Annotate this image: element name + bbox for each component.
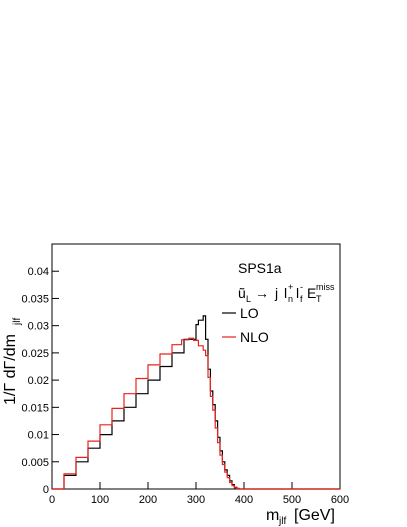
y-tick-label: 0.035	[21, 293, 49, 305]
legend-label-lo: LO	[240, 305, 259, 321]
process-squark: ũ	[238, 285, 246, 301]
x-axis-title-main: m	[266, 507, 279, 524]
y-axis-title: 1/Γ dΓ/dm jlf	[2, 318, 23, 405]
x-tick-label: 400	[235, 494, 253, 506]
process-jet: j	[274, 285, 278, 301]
process-ln-sup: +	[288, 282, 293, 292]
process-arrow: →	[255, 285, 269, 301]
y-tick-label: 0.005	[21, 457, 49, 469]
process-lf-sup: -	[300, 282, 303, 292]
y-tick-label: 0.02	[28, 375, 49, 387]
series-line-lo	[52, 315, 340, 490]
y-axis-title-sub: jlf	[12, 318, 23, 326]
x-axis-ticks: 0 100 200 300 400 500 600	[49, 482, 349, 506]
process-squark-sub: L	[246, 294, 251, 304]
process-et-sup: miss	[316, 282, 335, 292]
scenario-label: SPS1a	[238, 260, 282, 276]
y-tick-label: 0.04	[28, 266, 49, 278]
x-tick-label: 100	[91, 494, 109, 506]
x-axis-title: m jlf [GeV]	[266, 507, 335, 527]
legend-label-nlo: NLO	[240, 329, 269, 345]
plot-frame	[51, 243, 341, 490]
x-axis-title-unit: [GeV]	[294, 507, 335, 524]
x-tick-label: 600	[331, 494, 349, 506]
x-tick-label: 300	[187, 494, 205, 506]
process-et-sub: T	[316, 294, 322, 304]
y-tick-label: 0	[43, 484, 49, 496]
process-ln-sub: n	[288, 294, 293, 304]
y-tick-label: 0.03	[28, 321, 49, 333]
x-axis-title-sub: jlf	[278, 516, 286, 527]
y-tick-label: 0.025	[21, 348, 49, 360]
y-tick-label: 0.01	[28, 430, 49, 442]
x-tick-label: 500	[283, 494, 301, 506]
y-axis-ticks: 0 0.005 0.01 0.015 0.02 0.025 0.03 0.035 0.04	[21, 266, 59, 496]
process-lf-sub: f	[300, 294, 303, 304]
process-label: ũ L → j l n + l f - E T miss	[238, 282, 335, 304]
y-tick-label: 0.015	[21, 402, 49, 414]
series-layer	[52, 315, 340, 490]
x-tick-label: 0	[49, 494, 55, 506]
process-et: E	[307, 285, 316, 301]
y-axis-title-main: 1/Γ dΓ/dm	[2, 334, 19, 405]
x-tick-label: 200	[139, 494, 157, 506]
series-line-nlo	[52, 337, 340, 490]
process-lf: l	[296, 285, 299, 301]
legend: LO NLO	[222, 305, 269, 345]
process-ln: l	[284, 285, 287, 301]
